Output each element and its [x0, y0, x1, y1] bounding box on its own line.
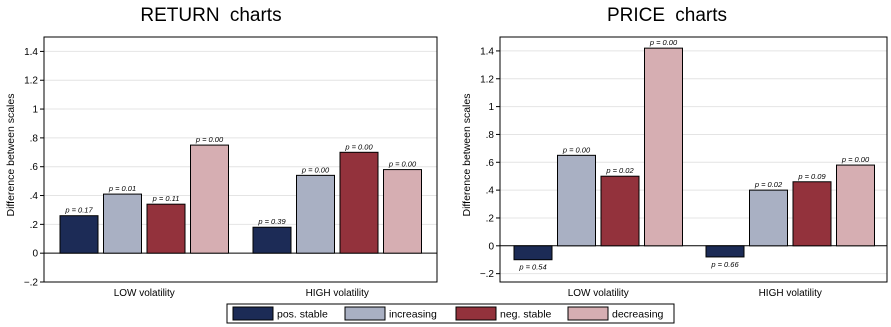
legend: pos. stable increasing neg. stable decreasi…	[226, 303, 675, 324]
y-tick-label: .4	[30, 191, 39, 202]
legend-label: neg. stable	[500, 309, 552, 321]
y-ticks-price: −.2 0 .2 .4 .6 .8 1 1.2 1.4	[480, 46, 500, 280]
legend-swatch	[232, 306, 274, 321]
p-value-label: p = 0.02	[605, 166, 634, 175]
x-category-label: LOW volatility	[114, 288, 175, 299]
chart-title-price-caps: PRICE	[607, 5, 665, 26]
legend-swatch	[344, 306, 386, 321]
legend-box	[226, 303, 675, 324]
bar	[749, 189, 788, 247]
bar	[600, 175, 640, 247]
y-tick-label: 1.4	[24, 47, 38, 58]
chart-title-return-rest: charts	[230, 5, 282, 26]
legend-label: increasing	[389, 309, 437, 321]
y-tick-label: .6	[486, 158, 495, 169]
bar	[557, 154, 596, 247]
chart-title-return-caps: RETURN	[140, 5, 219, 26]
y-tick-label: 0	[488, 241, 494, 252]
p-value-label: p = 0.00	[841, 155, 870, 164]
p-value-label: p = 0.00	[649, 38, 678, 47]
y-tick-label: 1.4	[480, 46, 494, 57]
y-tick-label: .6	[30, 162, 39, 173]
p-value-label: p = 0.01	[108, 184, 136, 193]
bar	[190, 144, 229, 254]
legend-swatch	[455, 306, 497, 321]
bar	[705, 245, 745, 258]
p-value-label: p = 0.17	[64, 206, 93, 215]
plot-frame-return	[43, 36, 438, 283]
y-tick-label: 1	[32, 105, 38, 116]
y-tick-label: .2	[30, 220, 39, 231]
plot-frame-price	[499, 36, 888, 283]
p-value-label: p = 0.00	[301, 165, 330, 174]
x-categories-return: LOW volatility HIGH volatility	[114, 288, 369, 299]
p-value-label: p = 0.00	[562, 145, 591, 154]
y-tick-label: 1.2	[24, 76, 38, 87]
legend-label: decreasing	[612, 309, 664, 321]
bar	[383, 169, 422, 254]
x-category-label: HIGH volatility	[306, 288, 369, 299]
bars-return: p = 0.17 p = 0.39 p = 0.01 p = 0.00 p = 0.11…	[59, 135, 422, 254]
y-tick-label: .8	[30, 133, 39, 144]
p-value-label: p = 0.54	[518, 263, 546, 272]
y-tick-label: −.2	[480, 269, 495, 280]
p-value-label: p = 0.11	[152, 194, 180, 203]
chart-title-price: PRICE charts	[607, 5, 727, 26]
y-tick-label: 1	[488, 102, 494, 113]
bar	[792, 181, 832, 247]
panel-price: PRICE charts Difference between scales −…	[461, 5, 888, 299]
x-categories-price: LOW volatility HIGH volatility	[568, 288, 822, 299]
y-tick-label: .8	[486, 130, 495, 141]
y-tick-label: .4	[486, 186, 495, 197]
p-value-label: p = 0.02	[754, 180, 783, 189]
bar	[339, 151, 379, 254]
x-category-label: HIGH volatility	[759, 288, 822, 299]
bar	[296, 174, 335, 254]
y-tick-label: 1.2	[480, 74, 494, 85]
bars-price: p = 0.54 p = 0.66 p = 0.00 p = 0.02 p = 0.02…	[513, 38, 875, 272]
p-value-label: p = 0.09	[797, 172, 826, 181]
legend-swatch	[567, 306, 609, 321]
legend-items: pos. stable increasing neg. stable decreasi…	[232, 306, 664, 321]
bar	[644, 47, 683, 247]
p-value-label: p = 0.00	[195, 135, 224, 144]
p-value-label: p = 0.00	[388, 160, 417, 169]
y-ticks-return: −.2 0 .2 .4 .6 .8 1 1.2 1.4	[24, 47, 44, 289]
y-tick-label: .2	[486, 213, 495, 224]
bar	[146, 203, 186, 254]
bar	[513, 245, 553, 261]
y-tick-label: 0	[32, 249, 38, 260]
p-value-label: p = 0.39	[257, 217, 286, 226]
bar	[103, 193, 142, 254]
p-value-label: p = 0.66	[710, 260, 739, 269]
panel-return: RETURN charts Difference between scales …	[5, 5, 438, 299]
bar	[59, 215, 99, 254]
legend-label: pos. stable	[277, 309, 328, 321]
x-category-label: LOW volatility	[568, 288, 629, 299]
y-axis-label-return: Difference between scales	[5, 94, 17, 217]
y-axis-label-price: Difference between scales	[461, 94, 473, 217]
chart-title-return: RETURN charts	[140, 5, 281, 26]
y-tick-label: −.2	[24, 278, 39, 289]
bar	[836, 164, 875, 247]
chart-title-price-rest: charts	[675, 5, 727, 26]
p-value-label: p = 0.00	[344, 142, 373, 151]
bar	[252, 226, 292, 254]
